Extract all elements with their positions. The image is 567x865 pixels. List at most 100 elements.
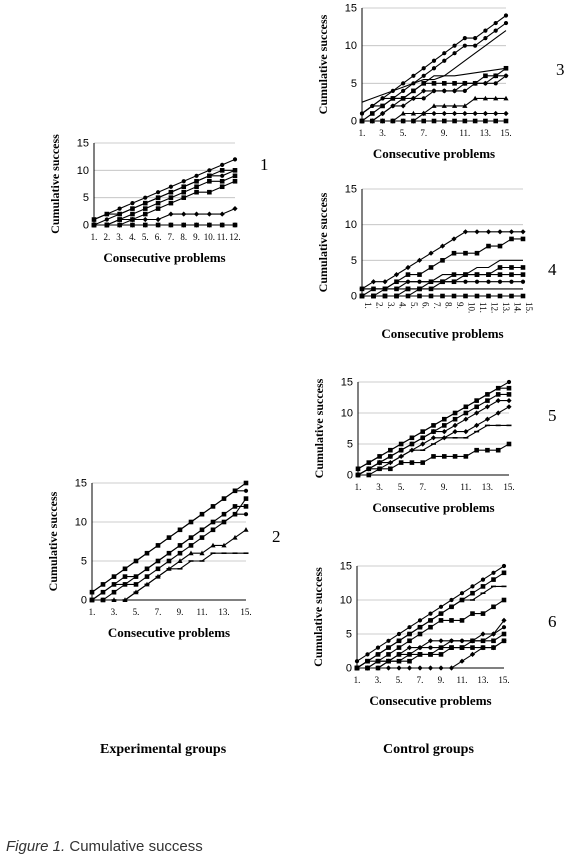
data-point bbox=[501, 563, 507, 569]
data-point bbox=[470, 645, 475, 650]
y-tick-label: 5 bbox=[351, 255, 357, 267]
data-point bbox=[503, 95, 509, 101]
x-tick-label: 4. bbox=[129, 232, 136, 242]
data-point bbox=[411, 118, 416, 124]
data-point bbox=[243, 496, 249, 501]
data-point bbox=[474, 447, 479, 453]
data-point bbox=[194, 222, 199, 228]
data-point bbox=[417, 293, 422, 299]
x-tick-label: 1. bbox=[91, 232, 98, 242]
data-point bbox=[100, 590, 106, 595]
data-point bbox=[451, 110, 458, 117]
data-point bbox=[142, 206, 148, 211]
data-point bbox=[243, 488, 249, 493]
data-point bbox=[401, 96, 406, 101]
y-axis-label: Cumulative success bbox=[46, 491, 60, 591]
data-point bbox=[441, 110, 447, 117]
data-point bbox=[452, 118, 457, 124]
data-point bbox=[501, 625, 507, 630]
data-point bbox=[166, 551, 172, 556]
panel-number-5: 5 bbox=[548, 406, 557, 425]
data-point bbox=[382, 293, 388, 299]
x-tick-label: 10. bbox=[467, 302, 477, 313]
data-point bbox=[491, 604, 496, 610]
data-point bbox=[503, 110, 509, 117]
data-point bbox=[509, 236, 514, 242]
data-point bbox=[503, 73, 509, 78]
data-point bbox=[168, 211, 174, 217]
data-point bbox=[111, 582, 117, 587]
data-point bbox=[370, 279, 377, 285]
data-point bbox=[486, 293, 491, 299]
experimental-groups-label: Experimental groups bbox=[100, 742, 227, 757]
data-point bbox=[463, 410, 469, 416]
data-point bbox=[459, 645, 465, 650]
x-tick-label: 11. bbox=[460, 482, 471, 492]
data-point bbox=[421, 66, 426, 71]
data-point bbox=[400, 118, 406, 124]
data-point bbox=[480, 631, 486, 637]
data-point bbox=[495, 392, 501, 397]
data-point bbox=[142, 216, 148, 223]
data-point bbox=[382, 279, 388, 285]
data-point bbox=[431, 103, 437, 108]
series-line bbox=[361, 67, 507, 103]
data-point bbox=[155, 222, 161, 228]
data-point bbox=[382, 286, 388, 291]
data-point bbox=[232, 173, 238, 179]
x-axis-label: Consecutive problems bbox=[108, 625, 230, 640]
data-point bbox=[448, 665, 455, 671]
data-point bbox=[431, 454, 436, 459]
x-tick-label: 3. bbox=[379, 128, 386, 138]
x-tick-label: 8. bbox=[180, 232, 187, 242]
data-point bbox=[405, 286, 411, 292]
x-tick-label: 5. bbox=[396, 675, 403, 685]
x-tick-label: 11. bbox=[217, 232, 228, 242]
caption-text: Cumulative success bbox=[69, 838, 203, 855]
data-point bbox=[421, 118, 427, 124]
chart-panel-6: 0 5 10 15 1. 3. 5. 7. 9. 11. 13. 15. Consecutive pro… bbox=[311, 561, 510, 709]
data-point bbox=[506, 441, 512, 447]
data-point bbox=[452, 43, 457, 48]
data-point bbox=[390, 96, 396, 101]
data-point bbox=[188, 550, 194, 556]
data-point bbox=[493, 118, 499, 124]
data-point bbox=[491, 631, 496, 637]
data-point bbox=[485, 229, 492, 235]
data-point bbox=[440, 258, 445, 263]
x-tick-label: 1. bbox=[354, 675, 361, 685]
x-tick-label: 5. bbox=[142, 232, 149, 242]
data-point bbox=[451, 236, 457, 242]
data-point bbox=[474, 410, 480, 416]
data-point bbox=[438, 652, 444, 657]
y-axis-label: Cumulative success bbox=[312, 378, 326, 478]
data-point bbox=[388, 447, 393, 453]
data-point bbox=[194, 184, 199, 190]
data-point bbox=[483, 28, 488, 33]
data-point bbox=[181, 179, 186, 184]
data-point bbox=[232, 511, 238, 517]
data-point bbox=[386, 658, 391, 664]
data-point bbox=[449, 645, 454, 650]
data-point bbox=[168, 195, 174, 200]
data-point bbox=[207, 173, 212, 178]
data-point bbox=[220, 173, 225, 178]
data-point bbox=[177, 527, 183, 532]
data-point bbox=[428, 250, 434, 256]
data-point bbox=[483, 36, 488, 41]
data-point bbox=[463, 416, 469, 422]
x-tick-label: 15. bbox=[524, 302, 534, 313]
data-point bbox=[497, 229, 503, 235]
data-point bbox=[473, 81, 478, 86]
data-point bbox=[474, 398, 479, 403]
data-point bbox=[470, 611, 475, 616]
panel-number-4: 4 bbox=[548, 260, 557, 279]
data-point bbox=[130, 222, 135, 228]
data-point bbox=[89, 590, 95, 595]
data-point bbox=[406, 665, 413, 671]
data-point bbox=[431, 58, 437, 63]
x-tick-label: 7. bbox=[155, 607, 162, 617]
data-point bbox=[462, 103, 468, 108]
x-tick-label: 4. bbox=[398, 302, 408, 309]
data-point bbox=[428, 279, 434, 284]
